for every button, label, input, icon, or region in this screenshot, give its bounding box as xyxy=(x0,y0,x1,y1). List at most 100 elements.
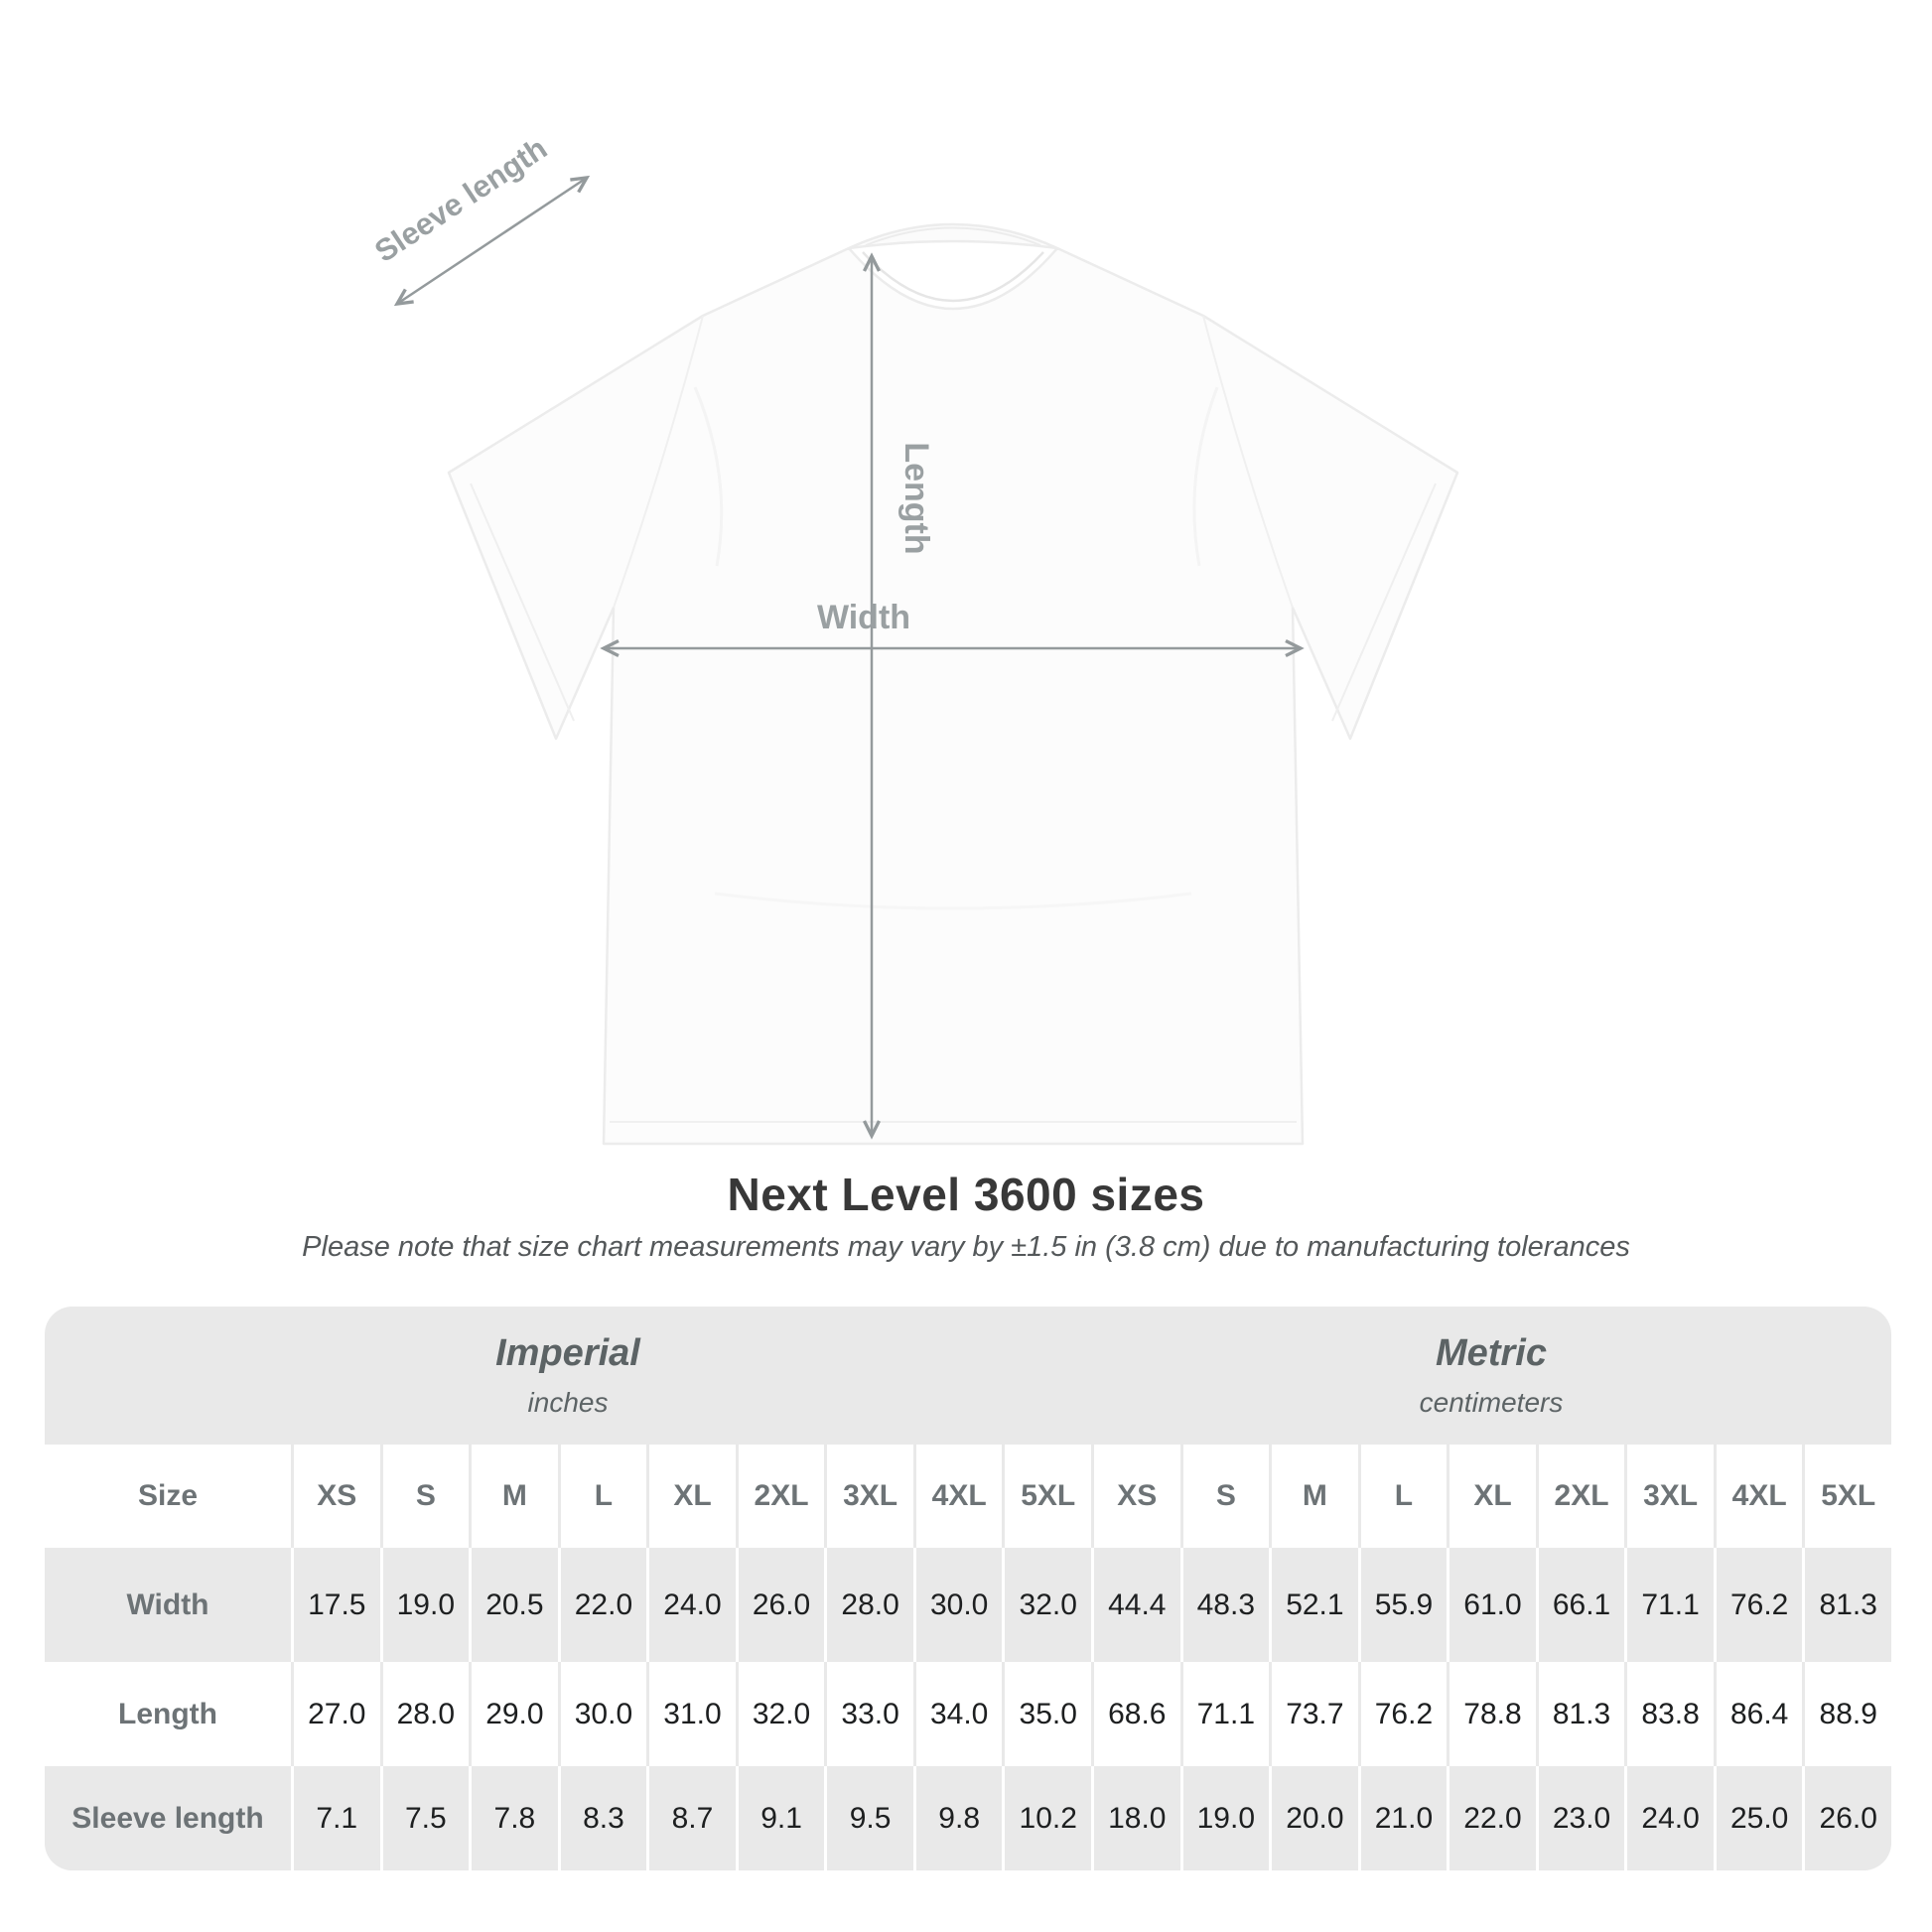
table-cell: 48.3 xyxy=(1179,1548,1270,1662)
size-header-metric: 5XL xyxy=(1802,1445,1891,1548)
size-header-imperial: 2XL xyxy=(735,1445,825,1548)
size-column-label: Size xyxy=(137,1479,199,1512)
size-header-metric: S xyxy=(1179,1445,1270,1548)
table-cell: 30.0 xyxy=(557,1662,647,1766)
table-cell: 26.0 xyxy=(1802,1766,1891,1870)
table-cell: 71.1 xyxy=(1179,1662,1270,1766)
table-cell: 8.7 xyxy=(646,1766,736,1870)
table-cell: 29.0 xyxy=(469,1662,558,1766)
table-cell: 9.8 xyxy=(912,1766,1003,1870)
table-cell: 28.0 xyxy=(379,1662,470,1766)
table-cell: 33.0 xyxy=(824,1662,913,1766)
size-header-imperial: L xyxy=(557,1445,647,1548)
table-cell: 78.8 xyxy=(1447,1662,1536,1766)
size-table-panel: Imperial inches Metric centimeters Size … xyxy=(45,1307,1891,1870)
size-header-metric: 3XL xyxy=(1624,1445,1714,1548)
table-cell: 10.2 xyxy=(1002,1766,1091,1870)
tshirt-right-seam xyxy=(1202,315,1294,609)
sleeve-length-label: Sleeve length xyxy=(368,130,553,268)
table-cell: 9.1 xyxy=(735,1766,825,1870)
table-cell: 25.0 xyxy=(1713,1766,1803,1870)
table-cell: 86.4 xyxy=(1713,1662,1803,1766)
table-cell: 52.1 xyxy=(1269,1548,1358,1662)
table-cell: 55.9 xyxy=(1357,1548,1448,1662)
table-cell: 88.9 xyxy=(1802,1662,1891,1766)
size-header-metric: XL xyxy=(1447,1445,1536,1548)
size-header-metric: 2XL xyxy=(1535,1445,1625,1548)
tshirt-collar-inner xyxy=(865,226,1041,246)
size-header-imperial: M xyxy=(469,1445,558,1548)
table-cell: 17.5 xyxy=(291,1548,380,1662)
tolerance-note: Please note that size chart measurements… xyxy=(302,1231,1630,1263)
tshirt-wrinkle xyxy=(714,892,1192,910)
table-cell: 31.0 xyxy=(646,1662,736,1766)
table-cell: 8.3 xyxy=(557,1766,647,1870)
imperial-subheader: inches xyxy=(527,1387,609,1418)
table-cell: 27.0 xyxy=(291,1662,380,1766)
table-cell: 68.6 xyxy=(1091,1662,1180,1766)
table-cell: 22.0 xyxy=(1447,1766,1536,1870)
tshirt-illustration xyxy=(447,222,1459,1146)
table-cell: 28.0 xyxy=(824,1548,913,1662)
metric-subheader: centimeters xyxy=(1419,1387,1564,1418)
row-label: Length xyxy=(118,1697,217,1730)
page-title: Next Level 3600 sizes xyxy=(727,1169,1205,1220)
table-cell: 32.0 xyxy=(1002,1548,1091,1662)
table-cell: 83.8 xyxy=(1624,1662,1714,1766)
size-header-imperial: XL xyxy=(646,1445,736,1548)
unit-header-row: Imperial inches Metric centimeters xyxy=(45,1307,1891,1445)
table-cell: 32.0 xyxy=(735,1662,825,1766)
table-cell: 30.0 xyxy=(912,1548,1003,1662)
table-cell: 34.0 xyxy=(912,1662,1003,1766)
table-cell: 73.7 xyxy=(1269,1662,1358,1766)
table-cell: 20.5 xyxy=(469,1548,558,1662)
size-header-imperial: 4XL xyxy=(912,1445,1003,1548)
size-header-imperial: 3XL xyxy=(824,1445,913,1548)
table-cell: 20.0 xyxy=(1269,1766,1358,1870)
table-cell: 26.0 xyxy=(735,1548,825,1662)
table-cell: 71.1 xyxy=(1624,1548,1714,1662)
table-cell: 66.1 xyxy=(1535,1548,1625,1662)
size-header-metric: L xyxy=(1357,1445,1448,1548)
size-header-imperial: 5XL xyxy=(1002,1445,1091,1548)
table-cell: 19.0 xyxy=(379,1548,470,1662)
size-header-metric: M xyxy=(1269,1445,1358,1548)
table-cell: 76.2 xyxy=(1713,1548,1803,1662)
table-cell: 19.0 xyxy=(1179,1766,1270,1870)
tshirt-wrinkle xyxy=(1192,386,1219,567)
row-label: Width xyxy=(126,1587,209,1621)
table-cell: 9.5 xyxy=(824,1766,913,1870)
tshirt-left-seam xyxy=(613,315,704,609)
metric-header: Metric xyxy=(1436,1332,1547,1374)
row-label: Sleeve length xyxy=(71,1801,264,1835)
table-header-row: Size XS S M L XL 2XL 3XL 4XL 5XL XS S M … xyxy=(45,1445,1891,1548)
tshirt-outline xyxy=(447,246,1459,1146)
table-row-sleeve-length: Sleeve length 7.1 7.5 7.8 8.3 8.7 9.1 9.… xyxy=(45,1766,1891,1870)
table-cell: 35.0 xyxy=(1002,1662,1091,1766)
table-cell: 61.0 xyxy=(1447,1548,1536,1662)
size-header-metric: XS xyxy=(1091,1445,1180,1548)
imperial-section-header: Imperial inches xyxy=(45,1307,1091,1445)
table-cell: 23.0 xyxy=(1535,1766,1625,1870)
tshirt-collar-band xyxy=(862,251,1044,303)
table-cell: 24.0 xyxy=(1624,1766,1714,1870)
size-header-imperial: S xyxy=(379,1445,470,1548)
tshirt-left-cuff-stitch xyxy=(470,483,575,722)
table-cell: 81.3 xyxy=(1802,1548,1891,1662)
table-cell: 24.0 xyxy=(646,1548,736,1662)
size-header-imperial: XS xyxy=(291,1445,380,1548)
length-label: Length xyxy=(897,442,935,554)
width-label: Width xyxy=(817,599,910,636)
table-cell: 18.0 xyxy=(1091,1766,1180,1870)
sleeve-measure-line xyxy=(393,175,591,307)
measurement-lines xyxy=(393,175,1305,1140)
tshirt-right-cuff-stitch xyxy=(1331,483,1437,722)
table-cell: 44.4 xyxy=(1091,1548,1180,1662)
table-cell: 81.3 xyxy=(1535,1662,1625,1766)
imperial-header: Imperial xyxy=(495,1332,640,1374)
tshirt-wrinkle xyxy=(693,386,724,567)
table-row-width: Width 17.5 19.0 20.5 22.0 24.0 26.0 28.0… xyxy=(45,1548,1891,1662)
table-cell: 7.1 xyxy=(291,1766,380,1870)
table-cell: 76.2 xyxy=(1357,1662,1448,1766)
table-cell: 22.0 xyxy=(557,1548,647,1662)
